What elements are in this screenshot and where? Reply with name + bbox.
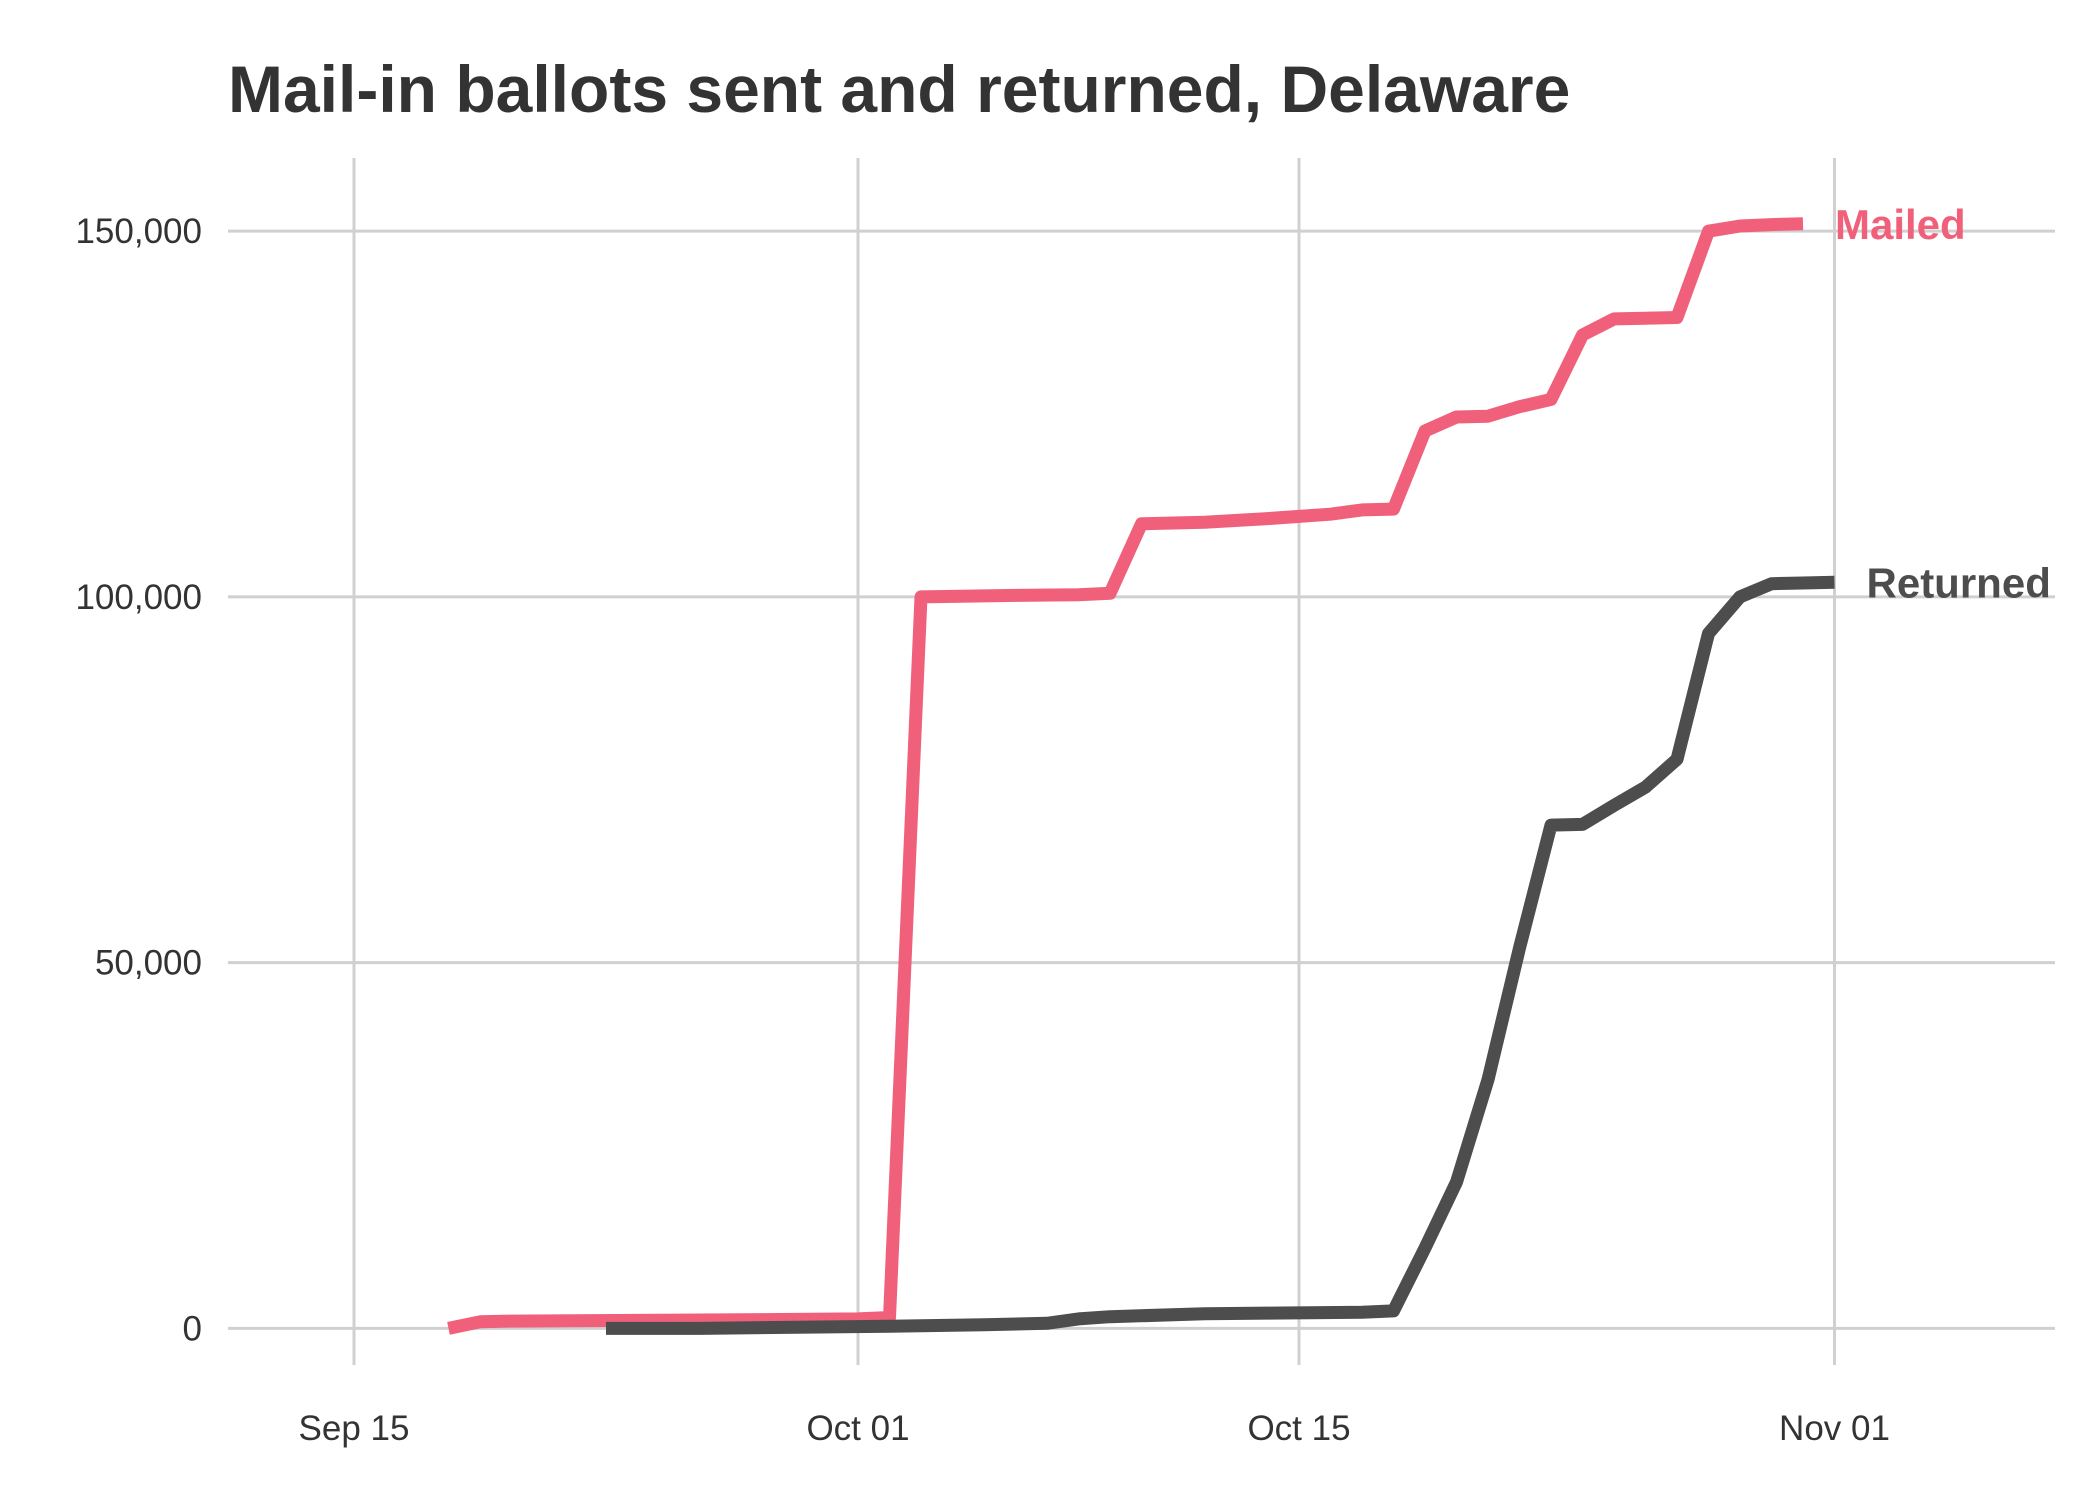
series-line-mailed bbox=[447, 217, 1804, 1335]
x-tick-label: Oct 15 bbox=[1247, 1409, 1350, 1448]
x-tick-labels: Sep 15 Oct 01 Oct 15 Nov 01 bbox=[299, 1409, 1890, 1448]
series-line-returned bbox=[606, 575, 1835, 1335]
series-lines bbox=[447, 217, 1835, 1335]
y-tick-label: 150,000 bbox=[75, 212, 202, 251]
y-tick-label: 50,000 bbox=[95, 944, 202, 983]
y-tick-labels: 0 50,000 100,000 150,000 bbox=[75, 212, 202, 1348]
x-tick-label: Sep 15 bbox=[299, 1409, 410, 1448]
series-label-mailed: Mailed bbox=[1835, 201, 1966, 248]
series-labels: Mailed Returned bbox=[1835, 201, 2051, 606]
x-tick-label: Oct 01 bbox=[806, 1409, 909, 1448]
series-label-returned: Returned bbox=[1867, 559, 2051, 606]
x-gridlines bbox=[352, 158, 1836, 1365]
chart-title: Mail-in ballots sent and returned, Delaw… bbox=[228, 52, 1570, 126]
y-tick-label: 0 bbox=[183, 1309, 202, 1348]
x-tick-label: Nov 01 bbox=[1779, 1409, 1890, 1448]
y-tick-label: 100,000 bbox=[75, 578, 202, 617]
y-gridlines bbox=[228, 229, 2055, 1330]
